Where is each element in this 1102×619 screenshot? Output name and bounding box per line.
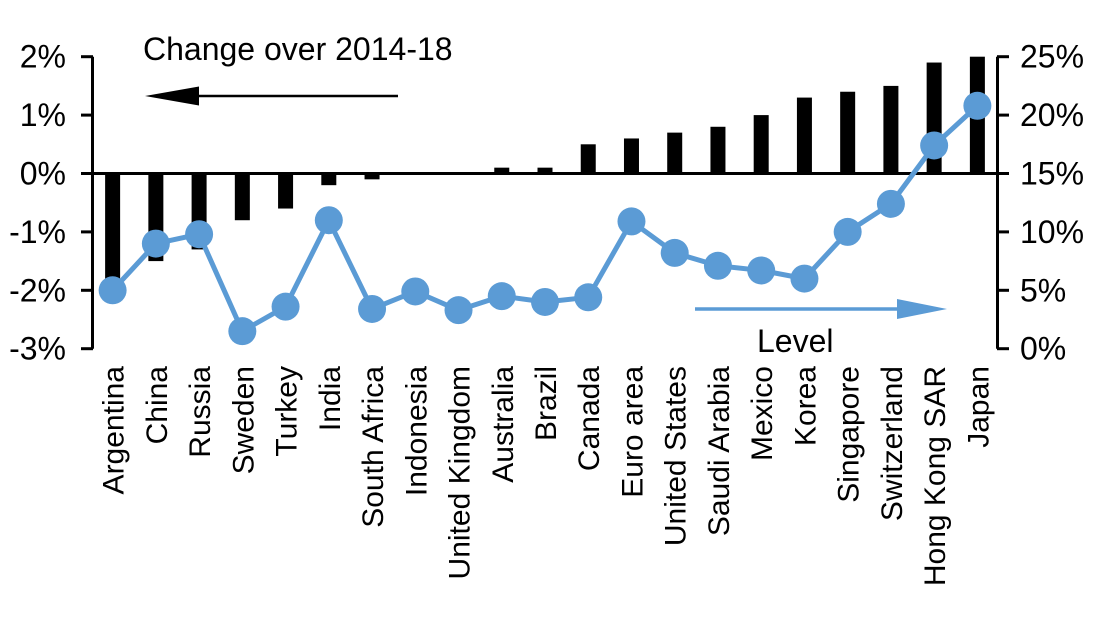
x-axis-category-label: United States	[660, 366, 693, 546]
x-axis-category-label: Mexico	[746, 366, 779, 461]
change-bar	[710, 126, 726, 174]
level-line-marker	[963, 91, 992, 120]
change-bar	[840, 91, 856, 174]
x-axis-category-label: India	[314, 366, 347, 431]
change-bar	[364, 173, 380, 180]
x-axis-category-label: Canada	[573, 366, 606, 471]
change-bar	[537, 167, 553, 174]
x-axis-category-label: Singapore	[833, 366, 866, 503]
change-series-title: Change over 2014-18	[143, 31, 453, 67]
change-bar	[753, 115, 769, 174]
x-axis-category-label: Japan	[962, 366, 995, 448]
change-bar	[278, 173, 294, 209]
level-arrow-head-icon	[897, 299, 947, 319]
level-line-marker	[98, 276, 127, 305]
right-axis-tick-label: 5%	[1020, 272, 1066, 308]
change-bar	[105, 173, 121, 279]
change-bar	[321, 173, 337, 186]
level-line-marker	[574, 283, 603, 312]
change-bar	[494, 167, 510, 174]
right-axis-tick-label: 10%	[1020, 214, 1084, 250]
left-axis-tick-label: 0%	[20, 156, 66, 192]
change-bar	[580, 144, 596, 174]
level-line-marker	[660, 238, 689, 267]
level-line-marker	[833, 217, 862, 246]
x-axis-category-label: Korea	[789, 366, 822, 446]
change-bar	[623, 138, 639, 174]
x-axis-category-label: Sweden	[227, 366, 260, 474]
right-axis-tick-label: 25%	[1020, 39, 1084, 75]
level-line-marker	[876, 189, 905, 218]
x-axis-category-label: Argentina	[98, 366, 131, 495]
level-line-marker	[920, 131, 949, 160]
left-axis-tick-label: 2%	[20, 39, 66, 75]
change-bar	[796, 97, 812, 174]
change-arrow-head-icon	[145, 86, 199, 106]
change-bar	[234, 173, 250, 221]
left-axis-tick-label: -2%	[9, 272, 66, 308]
level-line-marker	[314, 206, 343, 235]
level-series-title: Level	[757, 323, 834, 359]
change-bar	[883, 85, 899, 174]
x-axis-category-label: China	[141, 366, 174, 445]
x-axis-category-label: United Kingdom	[444, 366, 477, 579]
x-axis-category-label: Indonesia	[400, 366, 433, 496]
x-axis-category-label: South Africa	[357, 366, 390, 528]
left-axis-tick-label: -3%	[9, 331, 66, 367]
level-line-marker	[531, 287, 559, 316]
left-axis-tick-label: 1%	[20, 97, 66, 133]
left-axis-tick-label: -1%	[9, 214, 66, 250]
level-line-marker	[141, 229, 170, 258]
level-line-marker	[747, 256, 776, 285]
level-line-marker	[228, 317, 257, 346]
x-axis-category-label: Switzerland	[876, 366, 909, 521]
level-line-marker	[790, 264, 819, 293]
x-axis-category-label: Turkey	[271, 366, 304, 457]
level-line-marker	[617, 207, 646, 236]
x-axis-category-label: Saudi Arabia	[703, 366, 736, 536]
level-line-marker	[487, 282, 516, 311]
right-axis-tick-label: 0%	[1020, 331, 1066, 367]
x-axis-category-label: Euro area	[616, 366, 649, 498]
x-axis-category-label: Australia	[487, 366, 520, 483]
level-line-marker	[358, 294, 387, 323]
level-line-marker	[271, 292, 300, 321]
level-line-marker	[185, 220, 214, 249]
right-axis-tick-label: 15%	[1020, 156, 1084, 192]
x-axis-category-label: Brazil	[530, 366, 563, 441]
level-line-marker	[703, 251, 732, 280]
x-axis-category-label: Russia	[184, 366, 217, 458]
level-line-marker	[444, 296, 473, 325]
right-axis-tick-label: 20%	[1020, 97, 1084, 133]
level-line-marker	[401, 277, 430, 306]
x-axis-category-label: Hong Kong SAR	[919, 366, 952, 586]
change-bar	[667, 132, 683, 174]
